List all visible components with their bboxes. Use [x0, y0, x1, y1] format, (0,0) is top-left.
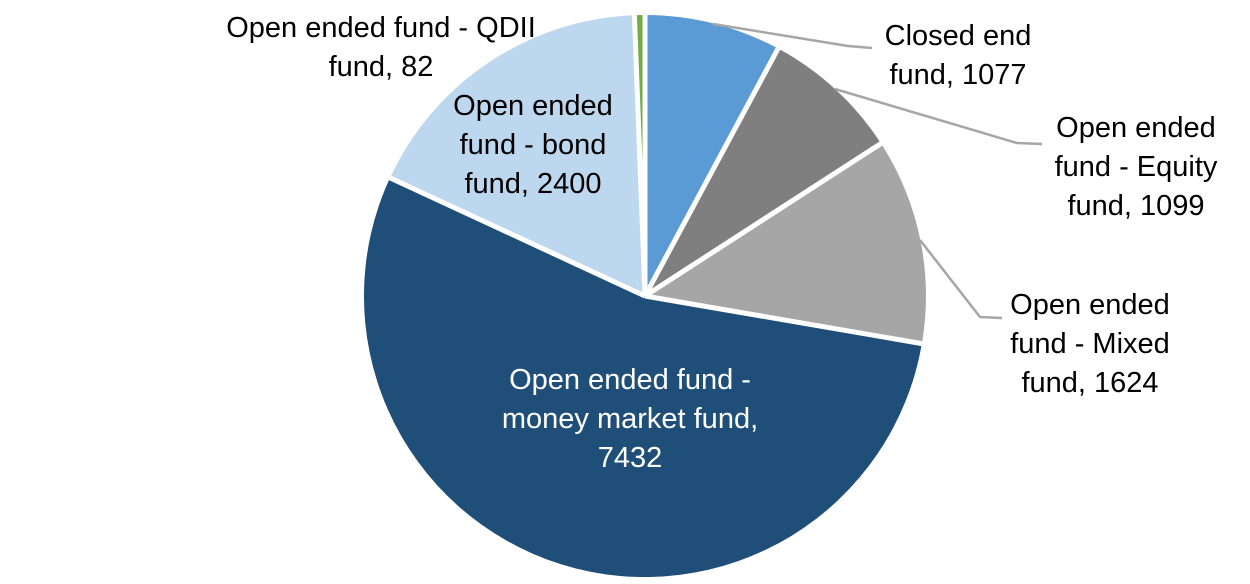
slice-separator: [642, 47, 781, 298]
slice-separator: [643, 141, 883, 299]
pie-slice-mixed: [645, 143, 926, 344]
pie-slice-money-market: [363, 177, 922, 578]
data-label-money-market-fund: Open ended fund - money market fund, 743…: [501, 364, 759, 474]
data-label-mixed-fund: Open ended fund - Mixed fund, 1624: [1010, 289, 1170, 399]
data-label-bond-fund: Open ended fund - bond fund, 2400: [453, 90, 613, 200]
slice-separator: [388, 175, 647, 299]
pie-slice-closed-end: [645, 14, 779, 296]
data-label-closed-end-fund: Closed end fund, 1077: [884, 20, 1032, 91]
leader-line-equity: [834, 87, 1043, 146]
data-label-equity-fund: Open ended fund - Equity fund, 1099: [1054, 112, 1218, 222]
leader-line-mixed: [919, 239, 1003, 320]
pie-slice-equity: [645, 48, 881, 296]
slice-separator: [644, 293, 923, 347]
leader-line-closed-end: [712, 22, 873, 50]
pie-slice-bond: [390, 15, 645, 296]
data-label-qdii-fund: Open ended fund - QDII fund, 82: [226, 12, 536, 83]
